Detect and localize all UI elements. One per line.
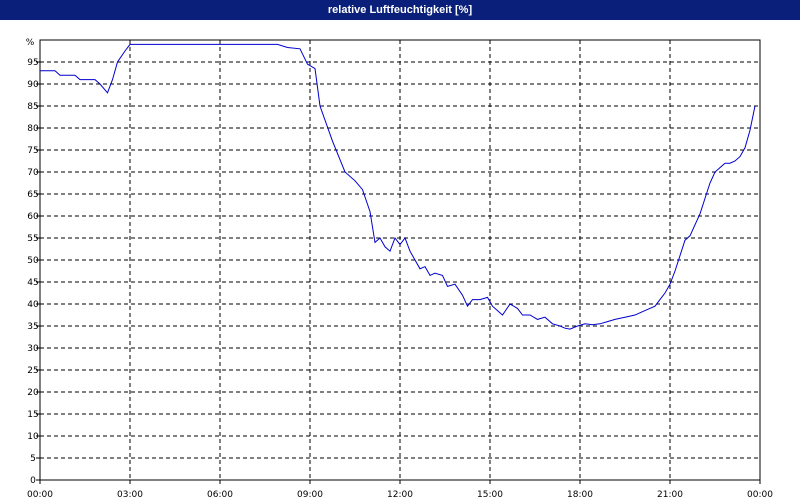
y-tick-label: 65 <box>27 190 38 200</box>
x-tick-time: 12:00 <box>387 490 413 500</box>
x-tick-time: 00:00 <box>27 490 53 500</box>
y-tick-label: 20 <box>27 388 39 398</box>
y-tick-label: 95 <box>27 58 38 68</box>
y-tick-label: 30 <box>27 344 39 354</box>
y-tick-label: 70 <box>27 168 39 178</box>
y-tick-label: 25 <box>27 366 38 376</box>
y-tick-label: 85 <box>27 102 38 112</box>
x-tick-time: 00:00 <box>747 490 773 500</box>
chart-title: relative Luftfeuchtigkeit [%] <box>0 0 800 20</box>
x-tick-time: 21:00 <box>657 490 683 500</box>
series-line-humidity <box>40 43 756 330</box>
y-tick-label: 60 <box>27 212 39 222</box>
y-tick-label: 40 <box>27 300 39 310</box>
y-tick-label: 35 <box>27 322 38 332</box>
x-tick-time: 03:00 <box>117 490 143 500</box>
x-tick-time: 18:00 <box>567 490 593 500</box>
y-tick-label: 50 <box>27 256 39 266</box>
y-tick-label: 0 <box>30 476 36 486</box>
x-tick-time: 09:00 <box>297 490 323 500</box>
y-tick-label: 90 <box>27 80 39 90</box>
x-tick-time: 06:00 <box>207 490 233 500</box>
y-tick-label: 15 <box>27 410 38 420</box>
y-tick-label: 55 <box>27 234 38 244</box>
y-tick-label: 45 <box>27 278 38 288</box>
plot-frame <box>39 39 761 481</box>
x-tick-time: 15:00 <box>477 490 503 500</box>
y-tick-label: 10 <box>27 432 39 442</box>
x-tick-labels: 00:0020.06.2203:0020.06.2206:0020.06.220… <box>27 490 773 500</box>
axes <box>36 39 761 484</box>
grid <box>40 40 761 480</box>
y-tick-label: 5 <box>30 454 36 464</box>
y-tick-labels: 0 5 10 15 20 25 30 35 40 45 50 55 60 65 70 75 80 85 90 95 <box>27 58 39 486</box>
y-tick-label: 80 <box>27 124 39 134</box>
humidity-line-chart: % 0 5 10 15 20 25 30 35 40 45 50 55 60 65 70 75 80 85 90 95… <box>26 38 774 500</box>
y-tick-label: 75 <box>27 146 38 156</box>
y-axis-label: % <box>26 38 35 48</box>
